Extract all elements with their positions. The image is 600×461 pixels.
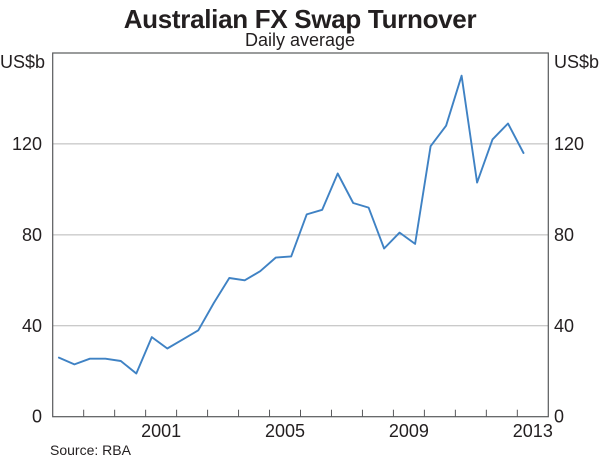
y-tick-label-left: 80 bbox=[22, 225, 42, 245]
x-tick-label: 2013 bbox=[513, 421, 553, 441]
y-axis-unit-right: US$b bbox=[554, 52, 600, 72]
y-tick-label-left: 0 bbox=[32, 407, 42, 427]
x-tick-label: 2005 bbox=[265, 421, 305, 441]
y-axis-unit-left: US$b bbox=[0, 52, 46, 72]
chart-title: Australian FX Swap Turnover bbox=[123, 4, 477, 34]
x-tick-label: 2009 bbox=[389, 421, 429, 441]
y-tick-label-right: 80 bbox=[554, 225, 574, 245]
y-tick-label-right: 0 bbox=[554, 407, 564, 427]
source-note: Source: RBA bbox=[50, 442, 131, 458]
chart-subtitle: Daily average bbox=[244, 30, 356, 50]
y-tick-label-right: 40 bbox=[554, 316, 574, 336]
y-tick-label-left: 120 bbox=[12, 134, 42, 154]
y-tick-label-left: 40 bbox=[22, 316, 42, 336]
x-tick-label: 2001 bbox=[141, 421, 181, 441]
fx-swap-turnover-line bbox=[57, 74, 525, 375]
y-tick-label-right: 120 bbox=[554, 134, 584, 154]
